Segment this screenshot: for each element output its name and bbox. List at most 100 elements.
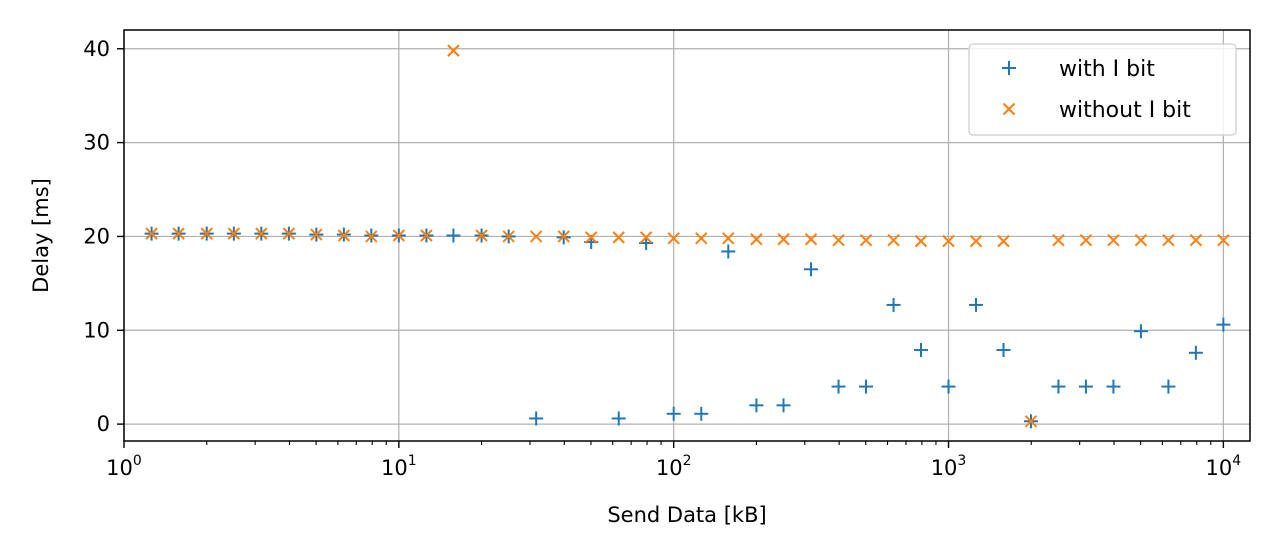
data-point — [1079, 233, 1093, 247]
data-point — [145, 227, 158, 240]
data-point — [446, 228, 461, 243]
y-tick-label: 20 — [83, 224, 110, 248]
data-point — [420, 229, 433, 242]
data-point — [172, 227, 185, 240]
x-axis-label: Send Data [kB] — [607, 503, 766, 527]
data-point — [969, 297, 984, 312]
data-point — [695, 232, 708, 245]
data-point — [475, 229, 488, 242]
data-point — [1024, 415, 1038, 428]
legend-marker — [1002, 61, 1016, 75]
data-point — [227, 227, 241, 240]
data-point — [529, 411, 544, 426]
data-point — [666, 406, 681, 421]
y-tick-label: 40 — [83, 37, 110, 61]
data-point — [942, 234, 955, 248]
data-point — [1052, 233, 1065, 247]
x-tick-exponent: 2 — [683, 453, 692, 469]
data-point — [997, 234, 1010, 248]
data-point — [502, 230, 515, 243]
data-point — [694, 406, 709, 421]
data-point — [1051, 379, 1066, 394]
data-point — [832, 233, 845, 247]
data-point — [777, 233, 790, 246]
data-point — [310, 228, 323, 241]
data-point — [282, 227, 296, 240]
data-point — [1189, 233, 1203, 247]
legend-label: with I bit — [1059, 57, 1155, 82]
data-point — [1161, 379, 1176, 394]
x-tick-base: 10 — [381, 456, 408, 480]
x-tick-exponent: 3 — [957, 453, 966, 469]
data-point — [337, 229, 351, 242]
x-tick-label: 102 — [656, 453, 692, 480]
data-point — [447, 44, 460, 57]
data-point — [996, 342, 1011, 357]
legend-entry: without I bit — [1002, 98, 1191, 123]
data-point — [1133, 324, 1148, 339]
y-tick-label: 30 — [83, 131, 110, 155]
data-point — [200, 227, 213, 240]
data-point — [1107, 233, 1120, 247]
data-point — [1162, 233, 1175, 247]
legend-entry: with I bit — [1002, 57, 1155, 82]
data-point — [859, 233, 873, 247]
data-point — [969, 234, 983, 248]
data-point — [1188, 345, 1203, 360]
series-plus — [144, 226, 1231, 429]
data-series — [144, 44, 1231, 429]
plot-frame — [123, 29, 1251, 442]
legend: with I bit without I bit — [968, 43, 1237, 136]
data-point — [392, 229, 406, 242]
data-point — [1078, 379, 1093, 394]
x-tick-exponent: 1 — [408, 453, 417, 469]
legend-entries: with I bit without I bit — [1002, 57, 1191, 123]
data-point — [941, 379, 956, 394]
x-tick-label: 100 — [106, 453, 142, 480]
data-point — [584, 231, 598, 244]
data-point — [612, 231, 625, 244]
x-tick-base: 10 — [656, 456, 683, 480]
x-tick-label: 101 — [381, 453, 417, 480]
data-point — [887, 233, 900, 247]
x-tick-label: 104 — [1206, 453, 1242, 480]
data-point — [639, 231, 653, 244]
legend-marker — [1002, 102, 1016, 116]
data-point — [859, 379, 874, 394]
data-point — [255, 227, 268, 240]
legend-label: without I bit — [1059, 98, 1191, 123]
data-point — [804, 233, 818, 246]
data-point — [721, 244, 736, 259]
x-tick-base: 10 — [1206, 456, 1233, 480]
legend-box — [968, 43, 1237, 136]
data-point — [557, 230, 570, 243]
data-point — [831, 379, 846, 394]
data-point — [886, 297, 901, 312]
data-point — [611, 411, 626, 426]
series-x — [145, 44, 1230, 428]
data-point — [667, 232, 680, 245]
data-point — [804, 262, 819, 277]
data-point — [914, 234, 928, 248]
x-tick-exponent: 4 — [1232, 453, 1241, 469]
data-point — [749, 398, 764, 413]
data-point — [1106, 379, 1121, 394]
y-tick-label: 10 — [83, 318, 110, 342]
data-point — [776, 398, 791, 413]
data-point — [1216, 317, 1231, 332]
data-point — [1134, 233, 1148, 247]
data-point — [529, 230, 543, 243]
y-axis-label: Delay [ms] — [29, 178, 53, 293]
data-point — [1217, 233, 1230, 247]
x-tick-exponent: 0 — [133, 453, 142, 469]
x-tick-base: 10 — [106, 456, 133, 480]
data-point — [365, 230, 378, 243]
x-tick-base: 10 — [931, 456, 958, 480]
data-point — [750, 233, 763, 246]
data-point — [913, 342, 928, 357]
y-tick-label: 0 — [97, 412, 110, 436]
data-point — [722, 232, 735, 245]
x-tick-label: 103 — [931, 453, 967, 480]
